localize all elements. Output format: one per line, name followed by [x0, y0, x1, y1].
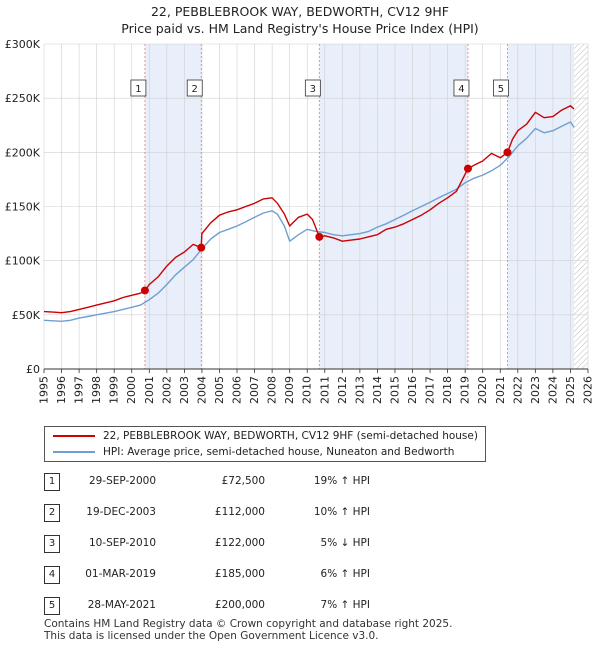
legend-swatch-property [53, 435, 95, 437]
y-tick-label: £150K [5, 201, 41, 214]
x-tick-label: 2018 [441, 376, 454, 404]
x-tick-label: 2005 [213, 376, 226, 404]
transaction-row: 2 19-DEC-2003 £112,000 10% ↑ HPI [0, 503, 600, 523]
x-tick-label: 2021 [494, 376, 507, 404]
x-tick-label: 2020 [476, 376, 489, 404]
marker-box-5 [493, 79, 509, 97]
legend-swatch-hpi [53, 451, 95, 453]
transaction-number: 4 [44, 566, 60, 584]
x-tick-label: 2006 [231, 376, 244, 404]
chart-title: 22, PEBBLEBROOK WAY, BEDWORTH, CV12 9HF [150, 4, 449, 19]
transaction-row: 3 10-SEP-2010 £122,000 5% ↓ HPI [0, 534, 600, 554]
legend-label-hpi: HPI: Average price, semi-detached house,… [103, 446, 455, 458]
transaction-row: 5 28-MAY-2021 £200,000 7% ↑ HPI [0, 596, 600, 616]
x-tick-label: 2026 [582, 376, 595, 404]
marker-box-2 [186, 79, 203, 97]
transaction-row: 4 01-MAR-2019 £185,000 6% ↑ HPI [0, 565, 600, 585]
legend-label-property: 22, PEBBLEBROOK WAY, BEDWORTH, CV12 9HF … [103, 430, 478, 442]
transaction-number: 5 [44, 597, 60, 615]
x-tick-label: 2015 [388, 376, 401, 404]
x-tick-label: 2014 [371, 376, 384, 404]
transaction-price: £185,000 [214, 568, 265, 580]
y-tick-label: £0 [26, 363, 40, 376]
chart-subtitle: Price paid vs. HM Land Registry's House … [121, 21, 479, 36]
footer-licence: This data is licensed under the Open Gov… [44, 630, 379, 642]
transaction-price: £72,500 [221, 475, 265, 487]
sale-point-5 [503, 148, 512, 157]
marker-box-1 [130, 79, 147, 97]
x-tick-label: 1996 [55, 376, 68, 404]
marker-label-3: 3 [310, 84, 316, 95]
transaction-row: 1 29-SEP-2000 £72,500 19% ↑ HPI [0, 472, 600, 492]
marker-label-4: 4 [458, 84, 464, 95]
price-chart: 1 2 3 4 5 1995 1996 1997 1998 1999 2000 2001 2002 20… [5, 38, 595, 404]
x-tick-label: 2009 [283, 376, 296, 404]
x-tick-label: 2013 [353, 376, 366, 404]
transaction-hpi: 10% ↑ HPI [313, 506, 370, 518]
transaction-hpi: 7% ↑ HPI [320, 599, 370, 611]
x-tick-label: 2025 [564, 376, 577, 404]
transaction-hpi: 6% ↑ HPI [320, 568, 370, 580]
sale-point-3 [315, 232, 324, 241]
x-tick-label: 2022 [511, 376, 524, 404]
transaction-price: £122,000 [214, 537, 265, 549]
x-tick-label: 2016 [406, 376, 419, 404]
property-price-line [43, 105, 575, 314]
y-tick-label: £300K [5, 38, 41, 51]
transaction-price: £112,000 [214, 506, 265, 518]
marker-box-4 [453, 79, 470, 97]
x-tick-label: 2001 [143, 376, 156, 404]
transaction-hpi: 5% ↓ HPI [320, 537, 370, 549]
transaction-date: 19-DEC-2003 [86, 506, 156, 518]
x-tick-label: 2007 [248, 376, 261, 404]
transaction-hpi: 19% ↑ HPI [313, 475, 370, 487]
legend-item-hpi: HPI: Average price, semi-detached house,… [53, 444, 454, 460]
marker-label-5: 5 [498, 84, 504, 95]
hpi-line [43, 121, 575, 322]
transaction-number: 2 [44, 504, 60, 522]
x-tick-label: 1998 [90, 376, 103, 404]
x-tick-label: 2012 [336, 376, 349, 404]
transaction-date: 10-SEP-2010 [88, 537, 156, 549]
x-tick-label: 2010 [301, 376, 314, 404]
x-tick-label: 2019 [459, 376, 472, 404]
y-tick-label: £250K [5, 92, 41, 105]
sale-point-2 [197, 243, 206, 252]
x-tick-label: 2011 [318, 376, 331, 404]
transaction-number: 3 [44, 535, 60, 553]
transaction-date: 28-MAY-2021 [87, 599, 156, 611]
marker-label-1: 1 [135, 84, 141, 95]
marker-label-2: 2 [192, 84, 198, 95]
footer-copyright: Contains HM Land Registry data © Crown c… [44, 618, 453, 630]
x-tick-label: 2003 [178, 376, 191, 404]
footer: Contains HM Land Registry data © Crown c… [44, 618, 452, 642]
x-tick-label: 2017 [424, 376, 437, 404]
transaction-date: 01-MAR-2019 [85, 568, 156, 580]
x-tick-label: 2002 [160, 376, 173, 404]
legend: 22, PEBBLEBROOK WAY, BEDWORTH, CV12 9HF … [44, 426, 486, 462]
x-tick-label: 1995 [38, 376, 51, 404]
y-tick-label: £50K [12, 309, 41, 322]
x-tick-label: 1999 [108, 376, 121, 404]
x-tick-label: 2008 [266, 376, 279, 404]
transaction-price: £200,000 [214, 599, 265, 611]
transaction-number: 1 [44, 473, 60, 491]
transaction-date: 29-SEP-2000 [88, 475, 156, 487]
y-tick-label: £200K [5, 146, 41, 159]
x-tick-label: 2023 [529, 376, 542, 404]
y-tick-label: £100K [5, 255, 41, 268]
chart-title-block: 22, PEBBLEBROOK WAY, BEDWORTH, CV12 9HF … [0, 3, 600, 37]
x-tick-label: 2000 [125, 376, 138, 404]
sale-point-4 [463, 164, 472, 173]
sale-point-1 [140, 286, 149, 295]
x-tick-label: 2004 [195, 376, 208, 404]
legend-item-property: 22, PEBBLEBROOK WAY, BEDWORTH, CV12 9HF … [53, 428, 478, 444]
x-tick-label: 2024 [546, 376, 559, 404]
x-tick-label: 1997 [73, 376, 86, 404]
marker-box-3 [304, 79, 321, 97]
